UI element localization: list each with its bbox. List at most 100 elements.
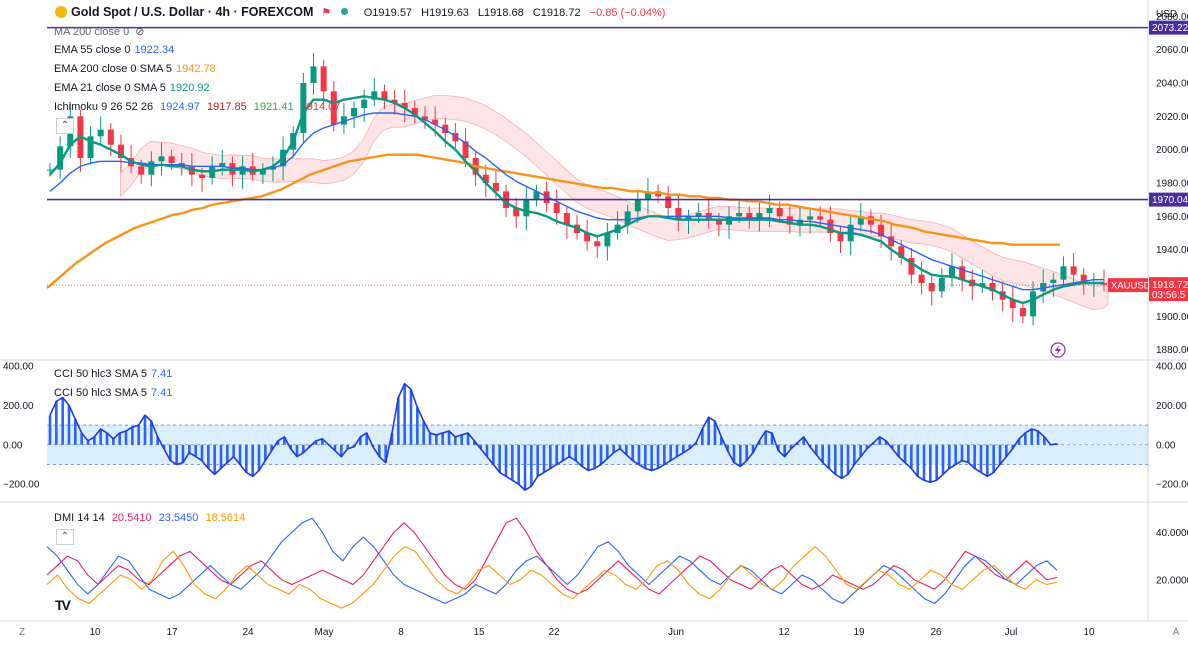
symbol-title[interactable]: Gold Spot / U.S. Dollar · 4h · FOREXCOM bbox=[71, 5, 314, 19]
market-status-icon bbox=[341, 8, 349, 15]
hidden-eye-icon[interactable]: ⊘ bbox=[135, 26, 145, 38]
candle-body bbox=[351, 108, 358, 117]
candle-body bbox=[553, 203, 560, 213]
candle-body bbox=[117, 144, 124, 158]
price-tick-label: 2020.00 bbox=[1156, 112, 1188, 123]
cci-value-1: 7.41 bbox=[150, 368, 173, 380]
currency-label: USD bbox=[1156, 9, 1177, 20]
legend-ema55[interactable]: EMA 55 close 0 1922.34 bbox=[54, 43, 174, 57]
legend-ema200[interactable]: EMA 200 close 0 SMA 5 1942.78 bbox=[54, 62, 216, 76]
ema200-value: 1942.78 bbox=[176, 63, 216, 75]
legend-ema21[interactable]: EMA 21 close 0 SMA 5 1920.92 bbox=[54, 81, 210, 95]
time-tick-label: 24 bbox=[242, 627, 254, 638]
candle-body bbox=[1009, 299, 1016, 308]
candle-body bbox=[107, 129, 114, 145]
ema21-line bbox=[49, 95, 1104, 305]
candle-body bbox=[492, 183, 499, 192]
time-tick-label: Jun bbox=[668, 627, 684, 638]
cci-value-2: 7.41 bbox=[150, 387, 173, 399]
candle-body bbox=[594, 241, 601, 247]
candle-body bbox=[1070, 266, 1077, 275]
candle-body bbox=[938, 278, 945, 292]
candle-body bbox=[817, 216, 824, 220]
candle-body bbox=[928, 283, 935, 292]
open-value: O1919.57 bbox=[363, 7, 413, 19]
candle-body bbox=[1040, 283, 1047, 292]
cci-tick-label-right: −200.00 bbox=[1156, 480, 1188, 491]
time-tick-label: 19 bbox=[853, 627, 865, 638]
ema55-label: EMA 55 close 0 bbox=[54, 44, 131, 56]
horizontal-level-label-bg bbox=[1149, 192, 1188, 207]
candle-body bbox=[168, 156, 175, 163]
legend-ichimoku[interactable]: Ichimoku 9 26 52 26 1924.97 1917.85 1921… bbox=[54, 100, 340, 114]
candle-body bbox=[756, 213, 763, 220]
ema200-line bbox=[46, 153, 1060, 289]
candle-body bbox=[1030, 291, 1037, 317]
ichimoku-value-4: 1914.07 bbox=[300, 101, 341, 113]
horizontal-level-label: 1970.04 bbox=[1152, 195, 1188, 206]
candle-body bbox=[796, 219, 803, 225]
candle-body bbox=[644, 191, 651, 200]
ohlc-values: O1919.57 H1919.63 L1918.68 C1918.72 −0.8… bbox=[358, 7, 666, 19]
dmi-value-2: 23.5450 bbox=[158, 512, 199, 524]
low-value: L1918.68 bbox=[477, 7, 524, 19]
flag-icon[interactable]: ⚑ bbox=[321, 7, 332, 19]
candle-body bbox=[330, 91, 337, 125]
lightning-bolt-icon bbox=[1055, 345, 1061, 355]
price-tick-label: 1960.00 bbox=[1156, 212, 1188, 223]
time-tick-label: 26 bbox=[930, 627, 942, 638]
candle-body bbox=[634, 199, 641, 212]
candle-body bbox=[391, 99, 398, 103]
tradingview-logo-icon[interactable]: TV bbox=[55, 597, 71, 613]
candle-body bbox=[908, 258, 915, 275]
dmi-collapse-chevron-icon[interactable]: ⌃ bbox=[56, 529, 74, 545]
candle-body bbox=[320, 66, 327, 92]
collapse-legend-chevron-icon[interactable]: ⌃ bbox=[56, 118, 74, 134]
change-value: −0.85 (−0.04%) bbox=[589, 7, 666, 19]
candle-body bbox=[766, 208, 773, 213]
candle-body bbox=[87, 136, 94, 158]
time-tick-label: May bbox=[315, 627, 334, 638]
ema21-label: EMA 21 close 0 SMA 5 bbox=[54, 82, 166, 94]
dmi-legend[interactable]: DMI 14 14 20.5410 23.5450 18.5614 bbox=[54, 511, 245, 525]
cci-tick-label-right: 200.00 bbox=[1156, 401, 1187, 412]
cci-legend-2[interactable]: CCI 50 hlc3 SMA 5 7.41 bbox=[54, 386, 172, 400]
candle-body bbox=[361, 99, 368, 108]
candle-body bbox=[1019, 308, 1026, 317]
candle-body bbox=[695, 213, 702, 217]
candle-body bbox=[1080, 274, 1087, 283]
time-tick-label: 15 bbox=[473, 627, 485, 638]
dmi-value-1: 20.5410 bbox=[111, 512, 152, 524]
candle-body bbox=[959, 266, 966, 280]
ema200-label: EMA 200 close 0 SMA 5 bbox=[54, 63, 173, 75]
candle-body bbox=[421, 116, 428, 120]
time-tick-label: 8 bbox=[398, 627, 404, 638]
candle-body bbox=[736, 213, 743, 217]
ichimoku-value-2: 1917.85 bbox=[206, 101, 247, 113]
horizontal-level-label-bg bbox=[1149, 20, 1188, 35]
time-tick-label: 10 bbox=[89, 627, 101, 638]
candle-body bbox=[411, 108, 418, 117]
candle-body bbox=[1050, 279, 1057, 283]
candle-body bbox=[523, 199, 530, 217]
dmi-line-3 bbox=[46, 546, 1058, 609]
candle-body bbox=[300, 83, 307, 133]
candle-body bbox=[381, 91, 388, 100]
candle-body bbox=[624, 211, 631, 225]
legend-ma200[interactable]: MA 200 close 0 ⊘ bbox=[54, 25, 144, 39]
last-price-label-bg bbox=[1149, 277, 1188, 302]
dmi-line-2 bbox=[46, 517, 1058, 604]
lightning-icon bbox=[1050, 342, 1066, 358]
cci-label-2: CCI 50 hlc3 SMA 5 bbox=[54, 387, 147, 399]
time-tick-label: 12 bbox=[778, 627, 790, 638]
candle-body bbox=[47, 169, 53, 171]
candle-body bbox=[371, 91, 378, 100]
cci-legend-1[interactable]: CCI 50 hlc3 SMA 5 7.41 bbox=[54, 367, 172, 381]
cci-line bbox=[49, 382, 1058, 491]
symbol-tag-bg bbox=[1108, 278, 1148, 293]
candle-body bbox=[97, 129, 104, 137]
cci-tick-label-right: 400.00 bbox=[1156, 361, 1187, 372]
cci-tick-label-left: 0.00 bbox=[3, 440, 23, 451]
